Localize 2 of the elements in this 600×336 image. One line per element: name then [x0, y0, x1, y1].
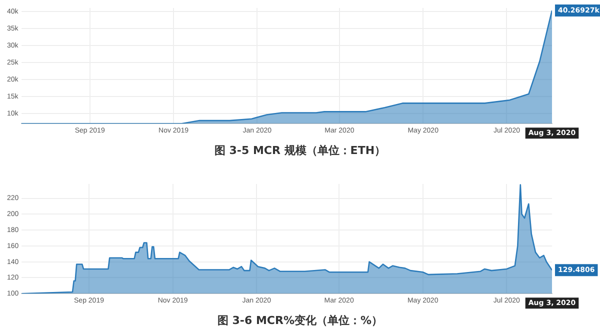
text: 图 3-5 MCR 规模（单位：ETH）: [213, 143, 387, 159]
text: 图 3-6 MCR%变化（单位：%）: [216, 313, 384, 329]
